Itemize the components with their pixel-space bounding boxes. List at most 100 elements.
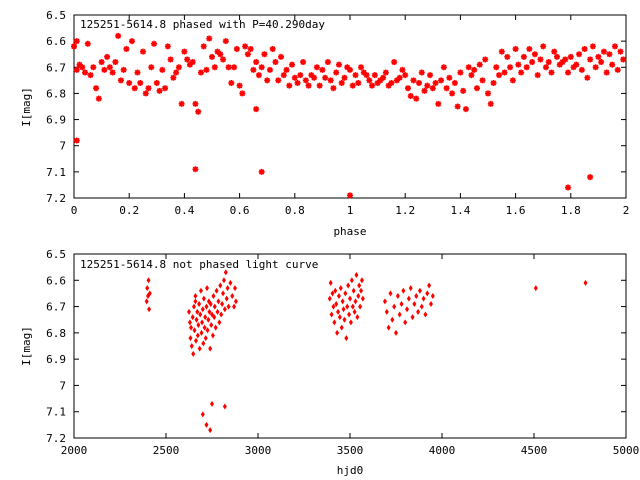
data-point: [144, 298, 149, 305]
data-point: [408, 285, 413, 292]
y-axis-label: I[mag]: [20, 87, 33, 127]
data-point: [584, 74, 591, 81]
data-point: [192, 327, 197, 334]
data-point: [349, 82, 356, 89]
data-point: [222, 38, 229, 45]
y-axis: 6.5 6.6 6.7 6.8 6.9 7 7.1 7.2: [46, 248, 626, 445]
data-point: [187, 308, 191, 315]
data-point: [101, 66, 108, 73]
data-point: [403, 319, 408, 326]
data-point: [565, 184, 572, 191]
data-point: [425, 290, 430, 297]
chart-title: 125251-5614.8 phased with P=40.290day: [80, 18, 325, 31]
x-axis-label: phase: [333, 225, 366, 238]
y-tick-label: 6.5: [46, 9, 66, 22]
data-point: [462, 106, 469, 113]
x-tick-label: 3500: [337, 444, 364, 457]
data-point: [137, 79, 144, 86]
data-point: [208, 300, 213, 307]
data-point: [331, 303, 336, 310]
data-point: [206, 316, 211, 323]
data-point: [222, 306, 227, 313]
data-point: [595, 53, 602, 60]
data-point: [90, 64, 97, 71]
data-point: [388, 290, 393, 297]
data-point: [286, 82, 293, 89]
data-point: [189, 324, 194, 331]
data-point: [338, 285, 343, 292]
data-point: [449, 90, 456, 97]
data-point: [352, 308, 357, 315]
data-point: [366, 77, 373, 84]
data-point: [392, 303, 397, 310]
x-tick-label: 5000: [613, 444, 640, 457]
data-point: [272, 59, 279, 66]
data-point: [230, 293, 235, 300]
data-point: [236, 82, 243, 89]
data-point: [424, 82, 431, 89]
data-point: [340, 298, 345, 305]
data-point: [228, 279, 233, 286]
data-point: [73, 137, 80, 144]
data-point: [225, 285, 230, 292]
x-tick-label: 0.4: [174, 204, 194, 217]
data-point: [207, 308, 212, 315]
data-point: [341, 74, 348, 81]
data-point: [369, 82, 376, 89]
data-point: [526, 45, 533, 52]
data-point: [421, 295, 426, 302]
data-point: [261, 51, 268, 58]
data-point: [515, 61, 522, 68]
data-point: [250, 66, 257, 73]
data-point: [330, 85, 337, 92]
data-point: [319, 66, 326, 73]
data-point: [200, 411, 205, 418]
data-point: [123, 45, 130, 52]
data-point: [199, 329, 204, 336]
data-point: [224, 295, 229, 302]
data-point: [397, 311, 402, 318]
data-point: [280, 72, 287, 79]
data-point: [328, 279, 333, 286]
data-point: [201, 295, 206, 302]
data-point: [589, 43, 596, 50]
data-point: [211, 293, 216, 300]
y-tick-label: 6.6: [46, 35, 66, 48]
data-point: [382, 298, 387, 305]
x-tick-label: 1: [347, 204, 354, 217]
data-point: [399, 300, 404, 307]
data-point: [418, 69, 425, 76]
data-point: [221, 277, 226, 284]
x-tick-label: 0.8: [285, 204, 305, 217]
data-point: [576, 51, 583, 58]
data-point: [427, 282, 432, 289]
data-point: [131, 85, 138, 92]
data-point: [244, 51, 251, 58]
data-point: [358, 303, 363, 310]
data-point: [327, 295, 332, 302]
data-point: [217, 319, 222, 326]
data-point: [173, 69, 180, 76]
data-point: [353, 298, 358, 305]
data-point: [73, 66, 80, 73]
data-point: [140, 48, 146, 55]
data-point: [302, 77, 309, 84]
data-point: [167, 56, 174, 63]
data-point: [583, 279, 588, 286]
data-point: [216, 298, 221, 305]
data-point: [269, 45, 276, 52]
data-point: [435, 100, 442, 107]
data-point: [192, 166, 199, 173]
data-point: [600, 48, 607, 55]
unphased-light-curve-panel: 125251-5614.8 not phased light curve hjd…: [20, 248, 639, 477]
y-axis: 6.5 6.6 6.7 6.8 6.9 7 7.1 7.2: [46, 9, 626, 205]
data-point: [498, 48, 505, 55]
data-point: [416, 79, 422, 86]
data-point: [343, 290, 348, 297]
data-point: [537, 56, 544, 63]
data-point: [153, 79, 160, 86]
data-point: [487, 100, 494, 107]
data-point: [493, 64, 500, 71]
data-point: [357, 282, 362, 289]
